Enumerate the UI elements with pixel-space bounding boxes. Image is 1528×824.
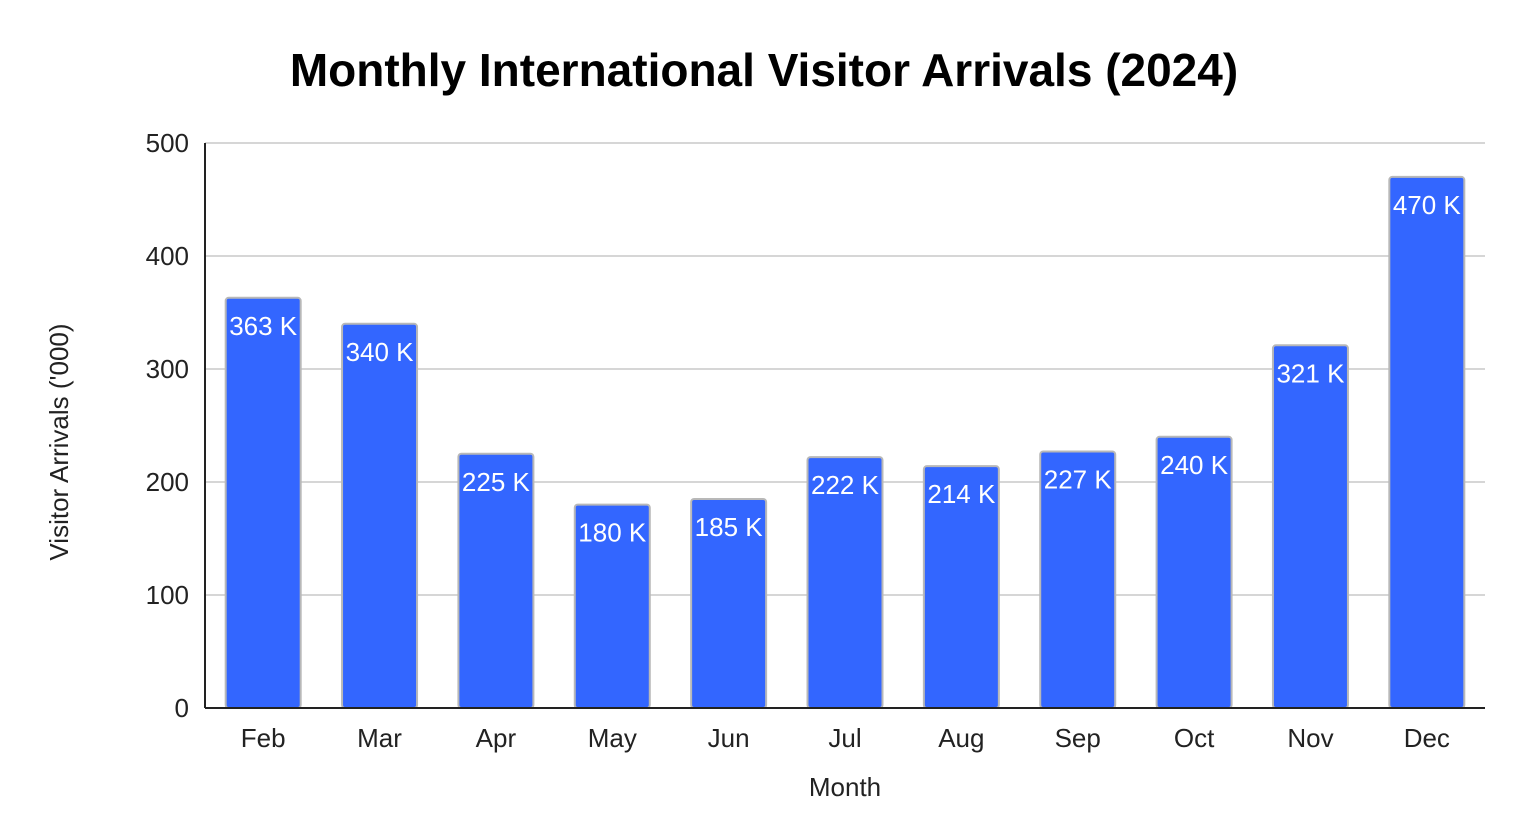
x-tick-label: Jun [708,723,750,753]
data-label: 227 K [1044,464,1113,494]
y-tick-label: 100 [146,580,189,610]
data-label: 180 K [578,518,647,548]
x-tick-label: Apr [476,723,517,753]
y-tick-label: 500 [146,128,189,158]
gridlines [205,142,1485,596]
x-axis-title: Month [809,772,881,802]
data-label: 214 K [927,479,996,509]
x-tick-label: May [588,723,637,753]
data-labels: 363 K 340 K 225 K 180 K 185 K 222 K 214 K 227 K… [229,190,1461,548]
y-tick-labels: 0 100 200 300 400 500 [146,128,189,723]
data-label: 185 K [695,512,764,542]
data-label: 222 K [811,470,880,500]
data-label: 470 K [1393,190,1462,220]
x-tick-label: Jul [828,723,861,753]
x-tick-label: Dec [1404,723,1450,753]
x-tick-label: Sep [1055,723,1101,753]
y-tick-label: 400 [146,241,189,271]
bar-mar [341,322,419,709]
x-tick-label: Oct [1174,723,1215,753]
chart-title: Monthly International Visitor Arrivals (… [290,44,1238,96]
data-label: 321 K [1276,358,1345,388]
data-label: 225 K [462,467,531,497]
x-tick-label: Feb [241,723,286,753]
data-label: 363 K [229,311,298,341]
data-label: 340 K [346,337,415,367]
axes [204,143,1485,709]
bar-feb [224,296,302,709]
bar-nov [1271,344,1349,709]
y-tick-label: 300 [146,354,189,384]
y-tick-label: 0 [175,693,189,723]
y-axis-title: Visitor Arrivals ('000) [44,323,74,560]
y-tick-label: 200 [146,467,189,497]
data-label: 240 K [1160,450,1229,480]
bar-dec [1388,175,1466,709]
x-tick-label: Aug [938,723,984,753]
x-tick-labels: Feb Mar Apr May Jun Jul Aug Sep Oct Nov Dec [241,723,1450,753]
x-tick-label: Nov [1287,723,1333,753]
x-tick-label: Mar [357,723,402,753]
